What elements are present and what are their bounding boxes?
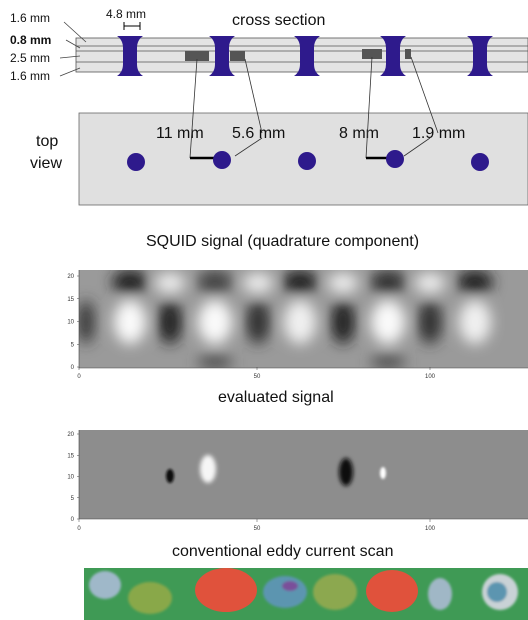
y-tick-label: 10 — [67, 320, 74, 326]
eddy-title: conventional eddy current scan — [172, 543, 393, 560]
y-tick-label: 5 — [71, 342, 75, 348]
crack-label: 5.6 mm — [232, 125, 285, 142]
cross-section-title: cross section — [232, 12, 325, 29]
top-view: top view 11 mm 5.6 mm 8 mm 1.9 mm — [30, 57, 528, 205]
crack-label: 11 mm — [156, 125, 204, 142]
rivet-width-label: 4.8 mm — [106, 7, 146, 21]
y-tick-label: 10 — [67, 475, 74, 481]
y-tick-label: 15 — [67, 297, 74, 303]
y-tick-label: 20 — [67, 432, 74, 438]
layer-label: 1.6 mm — [10, 11, 50, 25]
figure: cross section 4.8 mm 1.6 mm 0.8 mm 2.5 m… — [0, 0, 528, 620]
squid-title: SQUID signal (quadrature component) — [146, 233, 419, 250]
y-tick-label: 15 — [67, 453, 74, 459]
y-tick-label: 5 — [71, 496, 75, 502]
x-tick-label: 0 — [77, 526, 81, 532]
y-tick-label: 0 — [71, 365, 75, 371]
crack-label: 1.9 mm — [412, 125, 465, 142]
cross-section: cross section 4.8 mm 1.6 mm 0.8 mm 2.5 m… — [10, 7, 528, 83]
evaluated-title: evaluated signal — [218, 389, 334, 406]
x-tick-label: 0 — [77, 374, 81, 380]
x-tick-label: 100 — [425, 526, 436, 532]
eddy-current-scan: conventional eddy current scan — [84, 543, 528, 620]
top-view-label: view — [30, 155, 62, 172]
y-tick-label: 0 — [71, 517, 75, 523]
layer-label: 0.8 mm — [10, 33, 51, 47]
layer-label: 1.6 mm — [10, 69, 50, 83]
crack-label: 8 mm — [339, 125, 379, 142]
x-tick-label: 50 — [254, 526, 261, 532]
y-tick-label: 20 — [67, 274, 74, 280]
top-view-label: top — [36, 133, 58, 150]
x-tick-label: 50 — [254, 374, 261, 380]
x-tick-label: 100 — [425, 374, 436, 380]
layer-label: 2.5 mm — [10, 51, 50, 65]
squid-plot: SQUID signal (quadrature component) — [67, 233, 528, 380]
